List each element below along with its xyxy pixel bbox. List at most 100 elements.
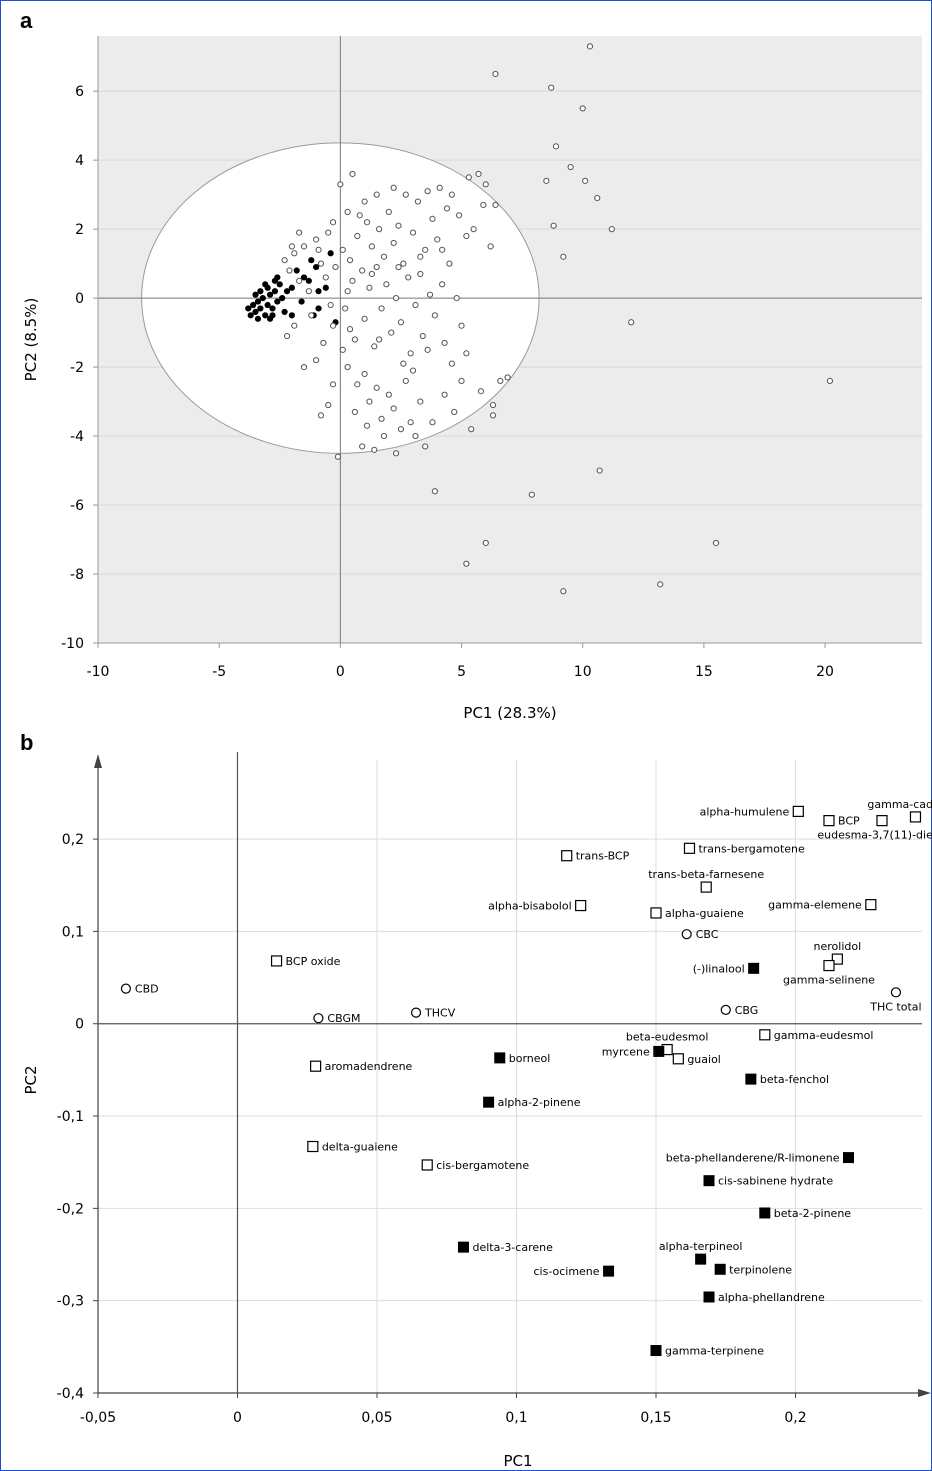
label-gamma-selinene: gamma-selinene <box>783 974 875 987</box>
panel-b-tick-labels: -0,05 0 0,05 0,1 0,15 0,2 0,2 0,1 0 -0,1 -0,2 -0,3 -… <box>57 832 807 1426</box>
label-beta-eudesmol: beta-eudesmol <box>626 1031 709 1044</box>
panel-a-point-filled <box>250 301 257 309</box>
panel-a-point-open <box>417 398 424 405</box>
panel-a-point-open <box>417 253 424 260</box>
panel-a-point-open <box>378 415 385 422</box>
panel-a-point-open <box>424 188 431 195</box>
panel-a-point-open <box>441 391 448 398</box>
panel-a-point-open <box>339 346 346 353</box>
panel-a-point-open <box>356 212 363 219</box>
panel-a-point-open <box>361 315 368 322</box>
panel-a-point-filled <box>315 288 322 295</box>
panel-a-point-open <box>451 408 458 416</box>
label-alpha-phellandrene: alpha-phellandrene <box>718 1291 825 1304</box>
panel-a-point-filled <box>245 305 252 312</box>
panel-b-y-tick-label: 0,2 <box>62 832 84 848</box>
panel-a-point-open <box>712 539 720 547</box>
panel-a-point-open <box>429 419 436 426</box>
panel-a-point-open <box>388 329 395 336</box>
panel-a-point-open <box>458 377 465 384</box>
panel-a-point-open <box>390 184 397 191</box>
panel-a-point-open <box>300 243 308 250</box>
point-gamma-eudesmol <box>759 1029 771 1041</box>
panel-b-axes <box>93 752 931 1398</box>
panel-b-y-tick-label: -0,1 <box>57 1109 84 1125</box>
panel-a-point-filled <box>288 312 295 319</box>
panel-a-point-open <box>344 288 351 295</box>
label-linalool: (-)linalool <box>693 962 745 975</box>
point-borneol <box>494 1052 506 1064</box>
panel-a-point-open <box>373 191 380 198</box>
point-cbd <box>120 983 132 994</box>
panel-a-point-open <box>305 288 312 295</box>
panel-a-point-open <box>402 191 409 198</box>
panel-a-point-open <box>349 170 356 178</box>
panel-a-point-open <box>383 281 390 288</box>
panel-b-y-tick-label: -0,4 <box>57 1386 84 1402</box>
label-delta-guaiene: delta-guaiene <box>322 1141 398 1154</box>
panel-a-point-open <box>422 443 429 450</box>
panel-a-point-open <box>339 246 346 253</box>
panel-a-point-open <box>400 360 407 367</box>
label-bcp: BCP <box>838 815 860 828</box>
panel-a-point-open <box>579 105 586 112</box>
panel-a-point-open <box>296 229 303 236</box>
panel-a-point-open <box>480 201 487 209</box>
label-trans-beta-farnesene: trans-beta-farnesene <box>648 868 764 881</box>
panel-a-point-open <box>390 405 397 412</box>
point-thcv <box>410 1007 422 1018</box>
label-alpha-bisabolol: alpha-bisabolol <box>488 900 572 913</box>
panel-a-y-tick-label: -4 <box>70 429 84 445</box>
label-terpinolene: terpinolene <box>729 1263 792 1276</box>
panel-a-point-open <box>291 322 298 329</box>
panel-a-point-open <box>489 401 497 409</box>
panel-a-letter: a <box>20 8 33 33</box>
panel-a-point-open <box>402 377 409 384</box>
panel-a-point-open <box>482 181 489 188</box>
panel-a-point-open <box>308 312 315 319</box>
panel-a-point-open <box>608 226 615 233</box>
panel-a-point-open <box>385 208 392 215</box>
panel-a-point-open <box>346 257 354 264</box>
panel-a-point-filled <box>308 257 315 264</box>
panel-b-x-tick-label: 0 <box>233 1410 242 1426</box>
panel-a-x-tick-label: 10 <box>574 664 592 680</box>
panel-a-point-open <box>453 295 460 302</box>
panel-a-point-open <box>443 205 451 212</box>
panel-a-point-open <box>596 467 603 474</box>
panel-b-x-axis-label: PC1 <box>503 1452 532 1470</box>
label-aromadendrene: aromadendrene <box>325 1060 413 1073</box>
panel-a-point-open <box>359 267 366 274</box>
label-gamma-eudesmol: gamma-eudesmol <box>774 1029 874 1042</box>
point-cis-sabinene-hydrate <box>703 1175 715 1187</box>
label-guaiol: guaiol <box>687 1053 721 1066</box>
panel-a-point-open <box>392 450 400 457</box>
label-borneol: borneol <box>509 1052 551 1065</box>
label-myrcene: myrcene <box>602 1045 650 1058</box>
panel-a-point-filled <box>327 250 334 257</box>
point-alpha-2-pinene <box>483 1096 495 1108</box>
label-cis-bergamotene: cis-bergamotene <box>436 1159 529 1172</box>
panel-a-x-tick-label: 20 <box>816 664 834 680</box>
panel-a-x-axis-label: PC1 (28.3%) <box>463 704 556 722</box>
panel-a-point-open <box>378 305 385 312</box>
point-cis-bergamotene <box>421 1159 433 1171</box>
label-cis-sabinene-hydrate: cis-sabinene hydrate <box>718 1175 833 1188</box>
panel-a-point-open <box>395 263 402 271</box>
panel-a-point-open <box>300 363 308 371</box>
panel-a-point-open <box>361 198 368 205</box>
panel-a-point-open <box>397 426 405 433</box>
panel-a-point-filled <box>259 295 266 302</box>
label-alpha-humulene: alpha-humulene <box>700 805 790 818</box>
panel-a-point-open <box>337 181 344 188</box>
panel-a-point-open <box>342 305 349 312</box>
panel-a-point-open <box>560 253 567 260</box>
label-gamma-terpinene: gamma-terpinene <box>665 1345 764 1358</box>
panel-a-y-tick-label: 0 <box>75 291 84 307</box>
label-alpha-guaiene: alpha-guaiene <box>665 907 744 920</box>
panel-a-point-open <box>470 226 477 233</box>
panel-a-point-open <box>456 212 463 219</box>
panel-a-point-open <box>376 226 383 233</box>
point-aromadendrene <box>310 1060 322 1072</box>
label-beta-fenchol: beta-fenchol <box>760 1073 829 1086</box>
